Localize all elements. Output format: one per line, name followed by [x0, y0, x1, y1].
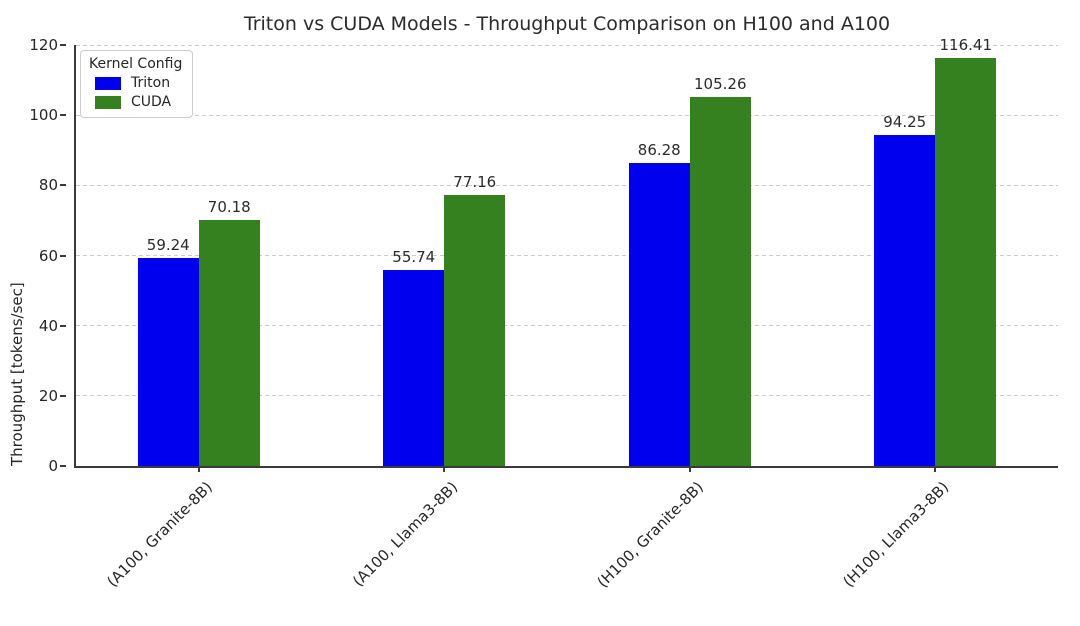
- x-tick-mark-3: [934, 466, 937, 472]
- bar-cuda-0: [198, 219, 260, 466]
- y-tick-label-120: 120: [29, 36, 58, 54]
- x-axis-spine: [74, 466, 1058, 468]
- bar-triton-1: [383, 270, 445, 466]
- chart-title: Triton vs CUDA Models - Throughput Compa…: [243, 13, 891, 35]
- legend-swatch-cuda: [95, 95, 121, 109]
- legend: Kernel Config Triton CUDA: [80, 50, 194, 118]
- y-axis-spine: [74, 45, 76, 466]
- bar-cuda-1: [444, 195, 506, 466]
- bar-triton-2: [628, 163, 690, 466]
- legend-item-cuda: CUDA: [89, 94, 182, 110]
- x-tick-label-3: (H100, Llama3-8B): [839, 478, 952, 591]
- x-tick-label-1: (A100, Llama3-8B): [348, 478, 461, 591]
- gridline-y-80: [76, 184, 1058, 186]
- bar-triton-0: [137, 258, 199, 466]
- x-tick-mark-1: [443, 466, 446, 472]
- y-tick-mark-100: [60, 114, 66, 117]
- y-tick-mark-80: [60, 184, 66, 187]
- y-tick-mark-20: [60, 394, 66, 397]
- bar-value-label-cuda-0: 70.18: [207, 197, 251, 216]
- gridline-y-60: [76, 255, 1058, 256]
- legend-item-triton: Triton: [89, 75, 182, 91]
- y-tick-label-20: 20: [38, 386, 58, 405]
- y-tick-label-100: 100: [29, 106, 58, 125]
- x-tick-label-0: (A100, Granite-8B): [102, 478, 216, 591]
- y-tick-label-60: 60: [38, 246, 58, 265]
- gridline-y-100: [76, 114, 1058, 116]
- legend-label-triton: Triton: [131, 75, 171, 91]
- y-tick-label-40: 40: [38, 316, 58, 335]
- gridline-y-40: [76, 325, 1058, 327]
- y-tick-mark-0: [60, 465, 66, 467]
- bar-value-label-cuda-1: 77.16: [453, 173, 497, 192]
- bar-cuda-3: [935, 57, 997, 466]
- x-tick-mark-0: [197, 466, 200, 472]
- x-tick-mark-2: [688, 466, 691, 472]
- y-tick-label-0: 0: [48, 457, 58, 475]
- y-tick-mark-60: [60, 254, 66, 257]
- y-tick-label-80: 80: [38, 176, 58, 195]
- bar-triton-3: [874, 135, 936, 466]
- legend-title: Kernel Config: [89, 56, 183, 72]
- y-tick-mark-120: [60, 44, 66, 46]
- gridline-y-20: [76, 395, 1058, 397]
- bar-value-label-cuda-3: 116.41: [939, 35, 993, 54]
- x-tick-label-2: (H100, Granite-8B): [593, 478, 707, 592]
- bar-value-label-triton-3: 94.25: [883, 113, 927, 132]
- bar-value-label-cuda-2: 105.26: [694, 74, 747, 93]
- y-tick-mark-40: [60, 324, 66, 327]
- bar-value-label-triton-2: 86.28: [637, 141, 681, 160]
- bar-value-label-triton-0: 59.24: [146, 236, 190, 255]
- legend-label-cuda: CUDA: [131, 94, 172, 110]
- bar-value-label-triton-1: 55.74: [392, 248, 436, 267]
- legend-swatch-triton: [95, 76, 121, 90]
- gridline-y-120: [76, 44, 1058, 46]
- plot-area: 59.24 70.18 55.74 77.16 86.28 105.26 94.25 116.…: [74, 36, 1058, 468]
- bar-cuda-2: [689, 96, 751, 466]
